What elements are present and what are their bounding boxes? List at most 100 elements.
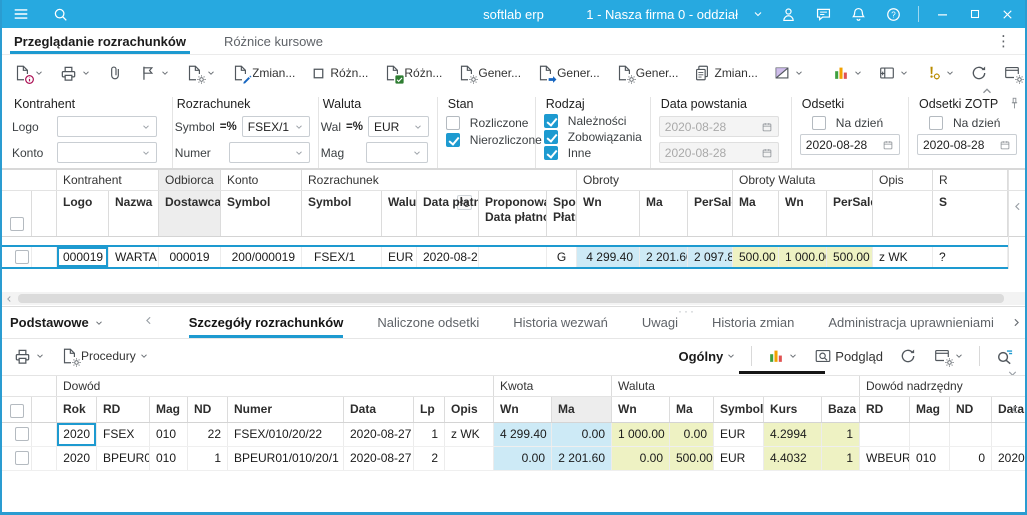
col-header-nazwa[interactable]: Nazwa bbox=[109, 191, 159, 236]
row-checkbox[interactable] bbox=[15, 250, 29, 264]
cell-persaldo[interactable]: 2 097.80 bbox=[688, 247, 733, 267]
cell-konto-symbol[interactable]: 200/000019 bbox=[221, 247, 302, 267]
col-header-proponowana[interactable]: ProponowanaData płatności bbox=[479, 191, 547, 236]
attachments-button[interactable] bbox=[103, 61, 127, 85]
cell-waluta-wn[interactable]: 1 000.00 bbox=[779, 247, 827, 267]
odsetki-na-dzien-checkbox[interactable]: Na dzień bbox=[811, 116, 900, 130]
filter-operator[interactable]: =% bbox=[219, 120, 237, 133]
cell-waluta-ma[interactable]: 500.00 bbox=[670, 447, 714, 470]
cell-waluta-wn[interactable]: 1 000.00 bbox=[612, 423, 670, 446]
col-header-nd[interactable]: ND bbox=[188, 397, 228, 422]
cell-nadrzedny-mag[interactable]: 010 bbox=[910, 447, 950, 470]
cell-lp[interactable]: 1 bbox=[414, 423, 445, 446]
cell-kwota-wn[interactable]: 4 299.40 bbox=[494, 423, 552, 446]
group-opis[interactable]: Opis bbox=[873, 170, 933, 190]
checkbox-naleznosci[interactable]: Należności bbox=[543, 114, 642, 128]
col-header-waluta-ma[interactable]: Ma bbox=[670, 397, 714, 422]
tab-szczegoly-rozrachunkow[interactable]: Szczegóły rozrachunków bbox=[188, 307, 343, 338]
print-details-button[interactable] bbox=[10, 344, 48, 369]
user-button[interactable] bbox=[778, 4, 799, 25]
scroll-left-button[interactable] bbox=[2, 292, 16, 305]
col-header-nadrzedny-nd[interactable]: ND bbox=[950, 397, 992, 422]
pane-resize-handle[interactable]: ··· bbox=[678, 304, 696, 318]
table-row-selected[interactable]: 000019 WARTA 000019 200/000019 FSEX/1 EU… bbox=[2, 245, 1008, 269]
checkbox-rozliczone[interactable]: Rozliczone bbox=[445, 116, 528, 130]
col-header-sposob[interactable]: SposóbPłatności bbox=[547, 191, 577, 236]
row-checkbox[interactable] bbox=[15, 451, 29, 465]
col-header-ma[interactable]: Ma bbox=[640, 191, 688, 236]
cell-opis[interactable]: z WK bbox=[873, 247, 933, 267]
chart-button[interactable] bbox=[829, 61, 866, 85]
group-r[interactable]: R bbox=[933, 170, 1008, 190]
tab-administracja-uprawnieniami[interactable]: Administracja uprawnieniami bbox=[828, 307, 993, 338]
cell-logo[interactable]: 000019 bbox=[57, 247, 109, 267]
global-search-button[interactable] bbox=[50, 4, 71, 25]
refresh-button[interactable] bbox=[967, 61, 991, 85]
zmiana-copy-button[interactable]: Zmian... bbox=[690, 61, 760, 85]
cell-baza[interactable]: 1 bbox=[822, 423, 860, 446]
col-header-symbol[interactable]: Symbol bbox=[302, 191, 382, 236]
horizontal-scrollbar[interactable] bbox=[2, 292, 1025, 305]
tab-roznice-kursowe[interactable]: Różnice kursowe bbox=[220, 28, 327, 54]
group-dowod[interactable]: Dowód bbox=[57, 376, 494, 396]
col-header-konto-symbol[interactable]: Symbol bbox=[221, 191, 302, 236]
cell-kurs[interactable]: 4.4032 bbox=[764, 447, 822, 470]
group-dowod-nadrzedny[interactable]: Dowód nadrzędny bbox=[860, 376, 1025, 396]
cell-baza[interactable]: 1 bbox=[822, 447, 860, 470]
col-header-nadrzedny-rd[interactable]: RD bbox=[860, 397, 910, 422]
select-all-checkbox[interactable] bbox=[10, 217, 24, 231]
col-header-nadrzedny-data[interactable]: Data bbox=[992, 397, 1025, 422]
procedury-button[interactable]: Procedury bbox=[57, 344, 152, 368]
tab-historia-zmian[interactable]: Historia zmian bbox=[712, 307, 794, 338]
checkbox-zobowiazania[interactable]: Zobowiązania bbox=[543, 130, 642, 144]
cell-waluta-wn[interactable]: 0.00 bbox=[612, 447, 670, 470]
col-header-kwota-ma[interactable]: Ma bbox=[552, 397, 612, 422]
collapse-side-panel-button[interactable] bbox=[1008, 170, 1025, 269]
cell-rd[interactable]: BPEUR01 bbox=[97, 447, 150, 470]
kontrahent-konto-select[interactable] bbox=[57, 142, 157, 163]
cell-wn[interactable]: 4 299.40 bbox=[577, 247, 640, 267]
close-button[interactable] bbox=[998, 5, 1017, 24]
alerts-settings-button[interactable] bbox=[921, 61, 958, 85]
col-header-mag[interactable]: Mag bbox=[150, 397, 188, 422]
scrollbar-thumb[interactable] bbox=[18, 294, 1004, 303]
maximize-button[interactable] bbox=[966, 5, 984, 23]
details-window-settings-button[interactable] bbox=[930, 344, 967, 368]
rozrachunek-symbol-select[interactable]: FSEX/1 bbox=[241, 116, 310, 137]
cell-waluta[interactable]: EUR bbox=[382, 247, 417, 267]
minimize-button[interactable] bbox=[933, 5, 952, 24]
notifications-button[interactable] bbox=[848, 4, 869, 25]
tab-uwagi[interactable]: Uwagi bbox=[642, 307, 678, 338]
group-waluta[interactable]: Waluta bbox=[612, 376, 860, 396]
document-info-button[interactable] bbox=[10, 61, 47, 85]
document-settings-button[interactable] bbox=[182, 61, 219, 85]
company-selector[interactable]: 1 - Nasza firma 0 - oddział bbox=[586, 7, 764, 22]
cell-proponowana[interactable] bbox=[479, 247, 547, 267]
cell-r[interactable]: ? bbox=[933, 247, 1008, 267]
cell-ma[interactable]: 2 201.60 bbox=[640, 247, 688, 267]
odsetki-zotp-date-input[interactable]: 2020-08-28 bbox=[917, 134, 1017, 155]
col-header-waluta-ma[interactable]: Ma bbox=[733, 191, 779, 236]
kontrahent-logo-select[interactable] bbox=[57, 116, 157, 137]
cell-kwota-wn[interactable]: 0.00 bbox=[494, 447, 552, 470]
cell-nadrzedny-rd[interactable]: WBEUR bbox=[860, 447, 910, 470]
details-chart-button[interactable] bbox=[764, 344, 801, 368]
col-header-data[interactable]: Data bbox=[344, 397, 414, 422]
filter-operator[interactable]: =% bbox=[346, 120, 363, 133]
cell-data-platnosci[interactable]: 2020-08-27 bbox=[417, 247, 479, 267]
mag-select[interactable] bbox=[365, 142, 428, 163]
cell-kwota-ma[interactable]: 0.00 bbox=[552, 423, 612, 446]
cell-nadrzedny-nd[interactable]: 0 bbox=[950, 447, 992, 470]
col-header-baza[interactable]: Baza bbox=[822, 397, 860, 422]
odsetki-zotp-na-dzien-checkbox[interactable]: Na dzień bbox=[929, 116, 1017, 130]
col-header-rd[interactable]: RD bbox=[97, 397, 150, 422]
col-header-waluta-wn[interactable]: Wn bbox=[612, 397, 670, 422]
group-obroty[interactable]: Obroty bbox=[577, 170, 733, 190]
cell-nadrzedny-data[interactable]: 2020-08-27 bbox=[992, 447, 1025, 470]
cell-data[interactable]: 2020-08-27 bbox=[344, 447, 414, 470]
col-header-kwota-wn[interactable]: Wn bbox=[494, 397, 552, 422]
details-refresh-button[interactable] bbox=[896, 344, 920, 368]
messages-button[interactable] bbox=[813, 4, 834, 25]
tab-przegladanie-rozrachunkow[interactable]: Przeglądanie rozrachunków bbox=[10, 28, 190, 54]
cell-symbol[interactable]: FSEX/1 bbox=[302, 247, 382, 267]
